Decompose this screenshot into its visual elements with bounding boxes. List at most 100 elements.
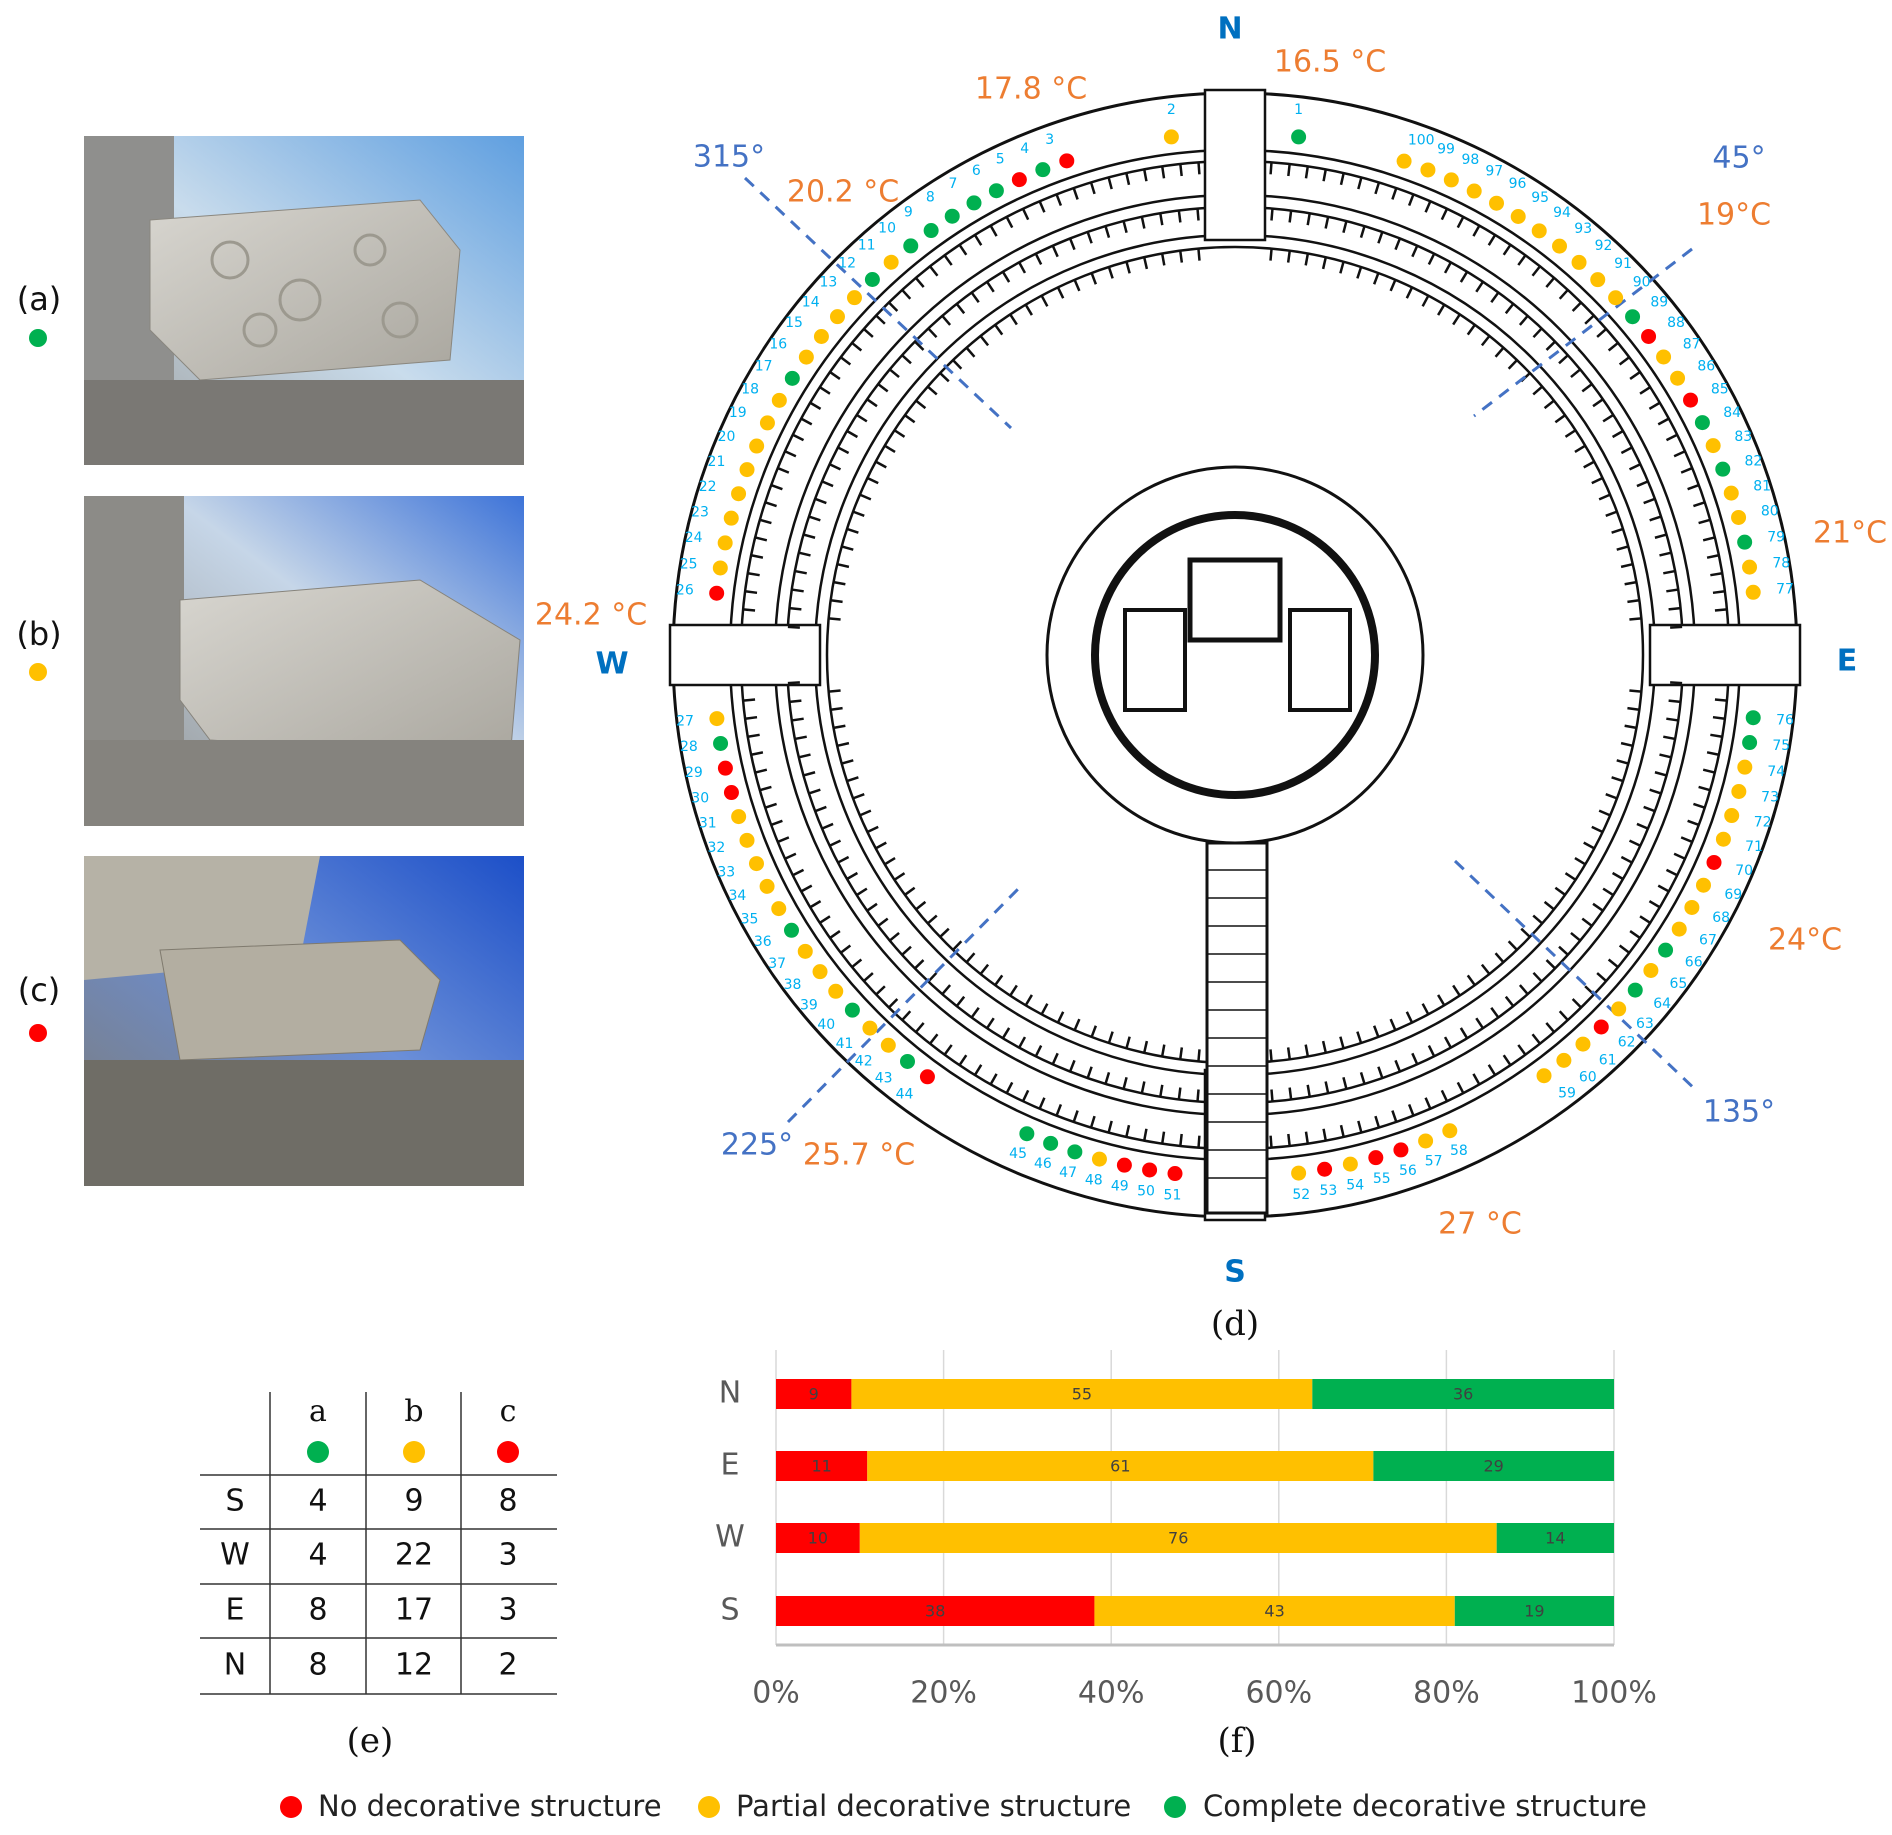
table-cell: 12 (395, 1648, 433, 1683)
panel-label-d: (d) (1211, 1304, 1259, 1344)
ring-tick (904, 414, 916, 424)
side-hall-east (1288, 608, 1352, 712)
legend-label: No decorative structure (318, 1789, 662, 1823)
panel-label-e: (e) (347, 1721, 394, 1761)
spout-dot-39 (828, 983, 844, 999)
spout-dot-85 (1683, 392, 1699, 408)
spout-dot-88 (1641, 328, 1657, 344)
ring-tick (1068, 237, 1076, 251)
ring-tick (1411, 245, 1419, 258)
spout-dot-97 (1466, 183, 1482, 199)
spout-dot-4 (1035, 162, 1051, 178)
gate-band (668, 623, 822, 687)
spout-number: 29 (685, 765, 703, 781)
spout-number: 23 (691, 504, 709, 520)
ring-tick (1649, 788, 1662, 795)
spout-number: 25 (680, 556, 698, 572)
spout-number: 70 (1735, 863, 1753, 879)
gate-band (1648, 623, 1802, 687)
ring-tick (1177, 1087, 1182, 1100)
ring-tick (1339, 1124, 1345, 1138)
ring-tick (1142, 1128, 1148, 1141)
spout-number: 85 (1711, 381, 1729, 397)
ring-tick (1286, 1047, 1292, 1060)
ring-tick (875, 841, 887, 850)
x-tick-label: 80% (1413, 1676, 1480, 1711)
ring-tick (1322, 169, 1328, 182)
ring-tick (1570, 931, 1581, 942)
spout-number: 74 (1767, 764, 1785, 780)
ring-tick (1657, 417, 1670, 426)
direction-line (786, 883, 1024, 1124)
ring-tick (1629, 617, 1642, 621)
table-row-label: S (225, 1484, 244, 1519)
central-building (1187, 557, 1283, 643)
ring-tick (1698, 785, 1711, 792)
ring-tick (1570, 368, 1581, 379)
ring-tick (1090, 1025, 1098, 1038)
ring-tick (1611, 871, 1624, 881)
bar-value-label: 36 (1453, 1385, 1473, 1404)
ring-tick (1693, 501, 1706, 508)
spout-dot-37 (797, 943, 813, 959)
ring-tick (1196, 1089, 1200, 1102)
status-dot-a (29, 329, 47, 347)
ring-tick (1666, 588, 1679, 593)
spout-number: 75 (1772, 738, 1790, 754)
direction-line (1453, 859, 1700, 1094)
ring-tick (808, 515, 821, 522)
spout-number: 81 (1753, 478, 1771, 494)
spout-dot-36 (783, 922, 799, 938)
ring-tick (1520, 927, 1531, 938)
ring-tick (965, 346, 976, 358)
ring-tick (1627, 706, 1640, 712)
spout-dot-17 (784, 370, 800, 386)
ring-tick (819, 915, 831, 924)
ring-tick (1122, 1076, 1128, 1090)
ring-tick (1649, 515, 1662, 522)
spout-dot-67 (1671, 921, 1687, 937)
spout-dot-81 (1723, 485, 1739, 501)
ring-tick (852, 792, 865, 800)
bar-W-2 (1496, 1523, 1614, 1553)
spout-number: 93 (1574, 221, 1592, 237)
ring-tick (1125, 1036, 1131, 1049)
spout-dot-74 (1737, 759, 1753, 775)
photo-c (84, 856, 524, 1186)
spout-number: 12 (838, 256, 856, 272)
spout-dot-44 (919, 1069, 935, 1085)
spout-number: 16 (769, 337, 787, 353)
ring-tick (1531, 265, 1541, 277)
ring-tick (814, 805, 827, 813)
ring-tick (1670, 681, 1683, 685)
ring-tick (1377, 1066, 1384, 1079)
compass-east: E (1837, 644, 1858, 679)
ring-tick (955, 995, 966, 1007)
ring-tick (1629, 930, 1641, 939)
ring-tick (1407, 1104, 1415, 1117)
spout-dot-70 (1706, 854, 1722, 870)
ring-tick (1517, 1044, 1527, 1056)
ring-tick (1502, 1054, 1512, 1066)
ring-tick (764, 802, 777, 809)
ring-tick (1611, 527, 1624, 534)
spout-number: 22 (699, 479, 717, 495)
ring-tick (742, 608, 756, 612)
ring-tick (866, 476, 879, 485)
ring-tick (1424, 200, 1432, 213)
ring-tick (1504, 303, 1515, 315)
ring-tick (789, 699, 802, 704)
ring-tick (939, 927, 950, 938)
spout-number: 46 (1034, 1156, 1052, 1172)
spout-dot-34 (759, 878, 775, 894)
spout-number: 86 (1697, 359, 1715, 375)
ring-tick (1055, 1104, 1063, 1117)
ring-tick (1122, 220, 1128, 234)
ring-tick (1339, 261, 1345, 274)
spout-dot-60 (1556, 1052, 1572, 1068)
ring-tick (829, 839, 842, 847)
ring-tick (1086, 1066, 1093, 1079)
ring-tick (1598, 809, 1611, 817)
ring-tick (1142, 256, 1149, 270)
direction-line (743, 176, 1013, 430)
